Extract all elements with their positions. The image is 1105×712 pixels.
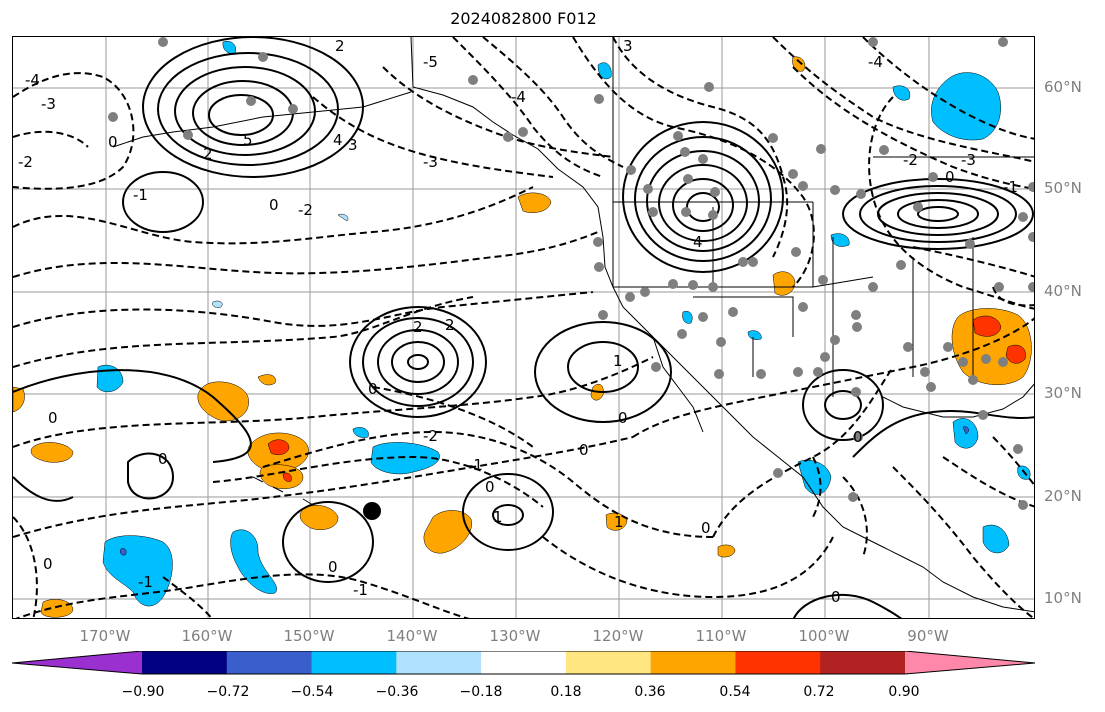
svg-text:-2: -2: [298, 201, 313, 219]
colorbar-tick-label: 0.18: [550, 684, 582, 700]
map-title: 2024082800 F012: [450, 9, 597, 28]
lat-label-30n: 30°N: [1044, 384, 1082, 402]
svg-text:-4: -4: [25, 71, 40, 89]
colorbar-tick-label: −0.36: [375, 684, 419, 700]
svg-text:-1: -1: [353, 581, 368, 599]
colorbar-segment: [820, 651, 906, 674]
svg-text:0: 0: [108, 133, 118, 151]
lat-label-20n: 20°N: [1044, 487, 1082, 505]
lon-label-140w: 140°W: [386, 627, 438, 645]
colorbar-tick-label: 0.36: [634, 684, 666, 700]
colorbar-segment: [396, 651, 482, 674]
station-markers: [108, 37, 1034, 510]
svg-text:0: 0: [158, 450, 168, 468]
svg-text:-2: -2: [903, 151, 918, 169]
svg-text:0: 0: [618, 409, 628, 427]
svg-text:0: 0: [368, 380, 378, 398]
shaded-anomaly-patches: [13, 41, 1032, 618]
colorbar-segments: [12, 651, 1035, 674]
svg-text:1: 1: [613, 352, 623, 370]
lon-label-170w: 170°W: [79, 627, 131, 645]
svg-text:-3: -3: [961, 151, 976, 169]
lon-label-130w: 130°W: [489, 627, 541, 645]
negative-contours: [13, 37, 1034, 618]
svg-text:0: 0: [945, 168, 955, 186]
svg-text:-1: -1: [468, 456, 483, 474]
svg-text:3: 3: [623, 37, 633, 55]
lon-label-150w: 150°W: [283, 627, 335, 645]
graticule: [13, 37, 1034, 618]
map-panel: -1 0 -2 -3 -4 2 2 0 -2 -1 0 1 1 0 0 0 1 …: [12, 36, 1035, 619]
contour-labels: -1 0 -2 -3 -4 2 2 0 -2 -1 0 1 1 0 0 0 1 …: [18, 37, 1018, 606]
colorbar-tick-label: 0.72: [803, 684, 835, 700]
lon-label-160w: 160°W: [181, 627, 233, 645]
colorbar: [12, 651, 1036, 675]
svg-text:1: 1: [493, 508, 503, 526]
colorbar-segment: [311, 651, 397, 674]
lon-label-120w: 120°W: [592, 627, 644, 645]
svg-text:0: 0: [269, 196, 279, 214]
svg-text:4: 4: [693, 233, 703, 251]
colorbar-extend-low: [12, 651, 142, 674]
svg-text:-1: -1: [1003, 178, 1018, 196]
svg-text:0: 0: [485, 478, 495, 496]
colorbar-extend-high: [905, 651, 1035, 674]
colorbar-tick-label: −0.18: [459, 684, 503, 700]
svg-text:5: 5: [243, 131, 253, 149]
map-canvas: -1 0 -2 -3 -4 2 2 0 -2 -1 0 1 1 0 0 0 1 …: [13, 37, 1034, 618]
storm-center-marker: [363, 502, 381, 520]
colorbar-segment: [481, 651, 567, 674]
lat-label-40n: 40°N: [1044, 282, 1082, 300]
svg-text:2: 2: [203, 145, 213, 163]
svg-text:-3: -3: [41, 95, 56, 113]
svg-text:0: 0: [831, 588, 841, 606]
svg-text:0: 0: [853, 428, 863, 446]
coastlines: [112, 37, 1034, 613]
lat-label-50n: 50°N: [1044, 179, 1082, 197]
lat-label-10n: 10°N: [1044, 589, 1082, 607]
colorbar-segment: [650, 651, 736, 674]
svg-text:-3: -3: [423, 153, 438, 171]
svg-text:0: 0: [701, 519, 711, 537]
svg-text:-4: -4: [868, 53, 883, 71]
colorbar-segment: [735, 651, 821, 674]
svg-text:-1: -1: [133, 186, 148, 204]
colorbar-tick-label: −0.54: [290, 684, 334, 700]
svg-text:2: 2: [335, 37, 345, 55]
svg-text:2: 2: [445, 316, 455, 334]
colorbar-outline: [12, 651, 1036, 675]
lat-label-60n: 60°N: [1044, 78, 1082, 96]
colorbar-tick-label: −0.72: [206, 684, 250, 700]
svg-text:0: 0: [328, 558, 338, 576]
svg-text:0: 0: [48, 409, 58, 427]
svg-text:2: 2: [413, 318, 423, 336]
colorbar-tick-label: −0.90: [121, 684, 165, 700]
svg-text:0: 0: [43, 555, 53, 573]
svg-text:-5: -5: [423, 53, 438, 71]
svg-text:-1: -1: [138, 573, 153, 591]
colorbar-tick-label: 0.54: [719, 684, 751, 700]
svg-text:-2: -2: [423, 427, 438, 445]
lon-label-110w: 110°W: [695, 627, 747, 645]
colorbar-segment: [142, 651, 228, 674]
svg-text:1: 1: [614, 513, 624, 531]
svg-text:0: 0: [579, 441, 589, 459]
lon-label-100w: 100°W: [798, 627, 850, 645]
svg-text:3: 3: [348, 136, 358, 154]
colorbar-segment: [226, 651, 313, 674]
svg-text:4: 4: [333, 131, 343, 149]
svg-text:-4: -4: [511, 88, 526, 106]
colorbar-segment: [565, 651, 652, 674]
lon-label-90w: 90°W: [907, 627, 949, 645]
svg-text:-2: -2: [18, 153, 33, 171]
colorbar-tick-label: 0.90: [888, 684, 920, 700]
positive-contours: [13, 37, 1034, 618]
